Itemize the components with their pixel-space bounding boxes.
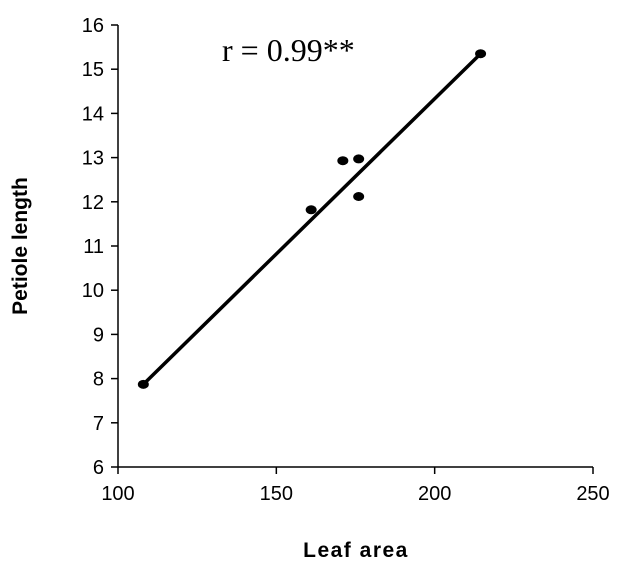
x-tick-group: 100 150 200 250 [101, 467, 610, 505]
y-tick-label: 11 [83, 236, 104, 258]
y-tick-label: 16 [82, 15, 104, 37]
trendline [142, 52, 482, 386]
data-point [353, 191, 365, 201]
y-tick-label: 10 [82, 280, 104, 302]
y-tick-label: 8 [93, 369, 104, 391]
y-tick-label: 13 [82, 148, 104, 170]
y-tick-group: 6 7 8 9 10 11 12 13 14 15 16 [82, 15, 118, 479]
x-tick-label: 200 [418, 483, 451, 505]
y-tick-label: 6 [93, 457, 104, 479]
y-tick-label: 15 [82, 59, 104, 81]
y-tick-label: 7 [93, 413, 104, 435]
data-point [353, 154, 365, 164]
x-tick-label: 150 [260, 483, 293, 505]
correlation-annotation: r = 0.99** [222, 32, 355, 68]
data-points [137, 49, 487, 389]
y-tick-label: 12 [82, 192, 104, 214]
data-point [337, 156, 349, 166]
axes [117, 25, 593, 468]
x-axis-title: Leaf area [303, 539, 409, 562]
y-axis-title: Petiole length [9, 177, 32, 315]
data-point [137, 379, 149, 389]
y-tick-label: 9 [93, 324, 104, 346]
x-tick-label: 100 [101, 483, 134, 505]
x-tick-label: 250 [576, 483, 609, 505]
data-point [305, 205, 317, 215]
data-point [475, 49, 487, 59]
y-tick-label: 14 [82, 103, 104, 125]
